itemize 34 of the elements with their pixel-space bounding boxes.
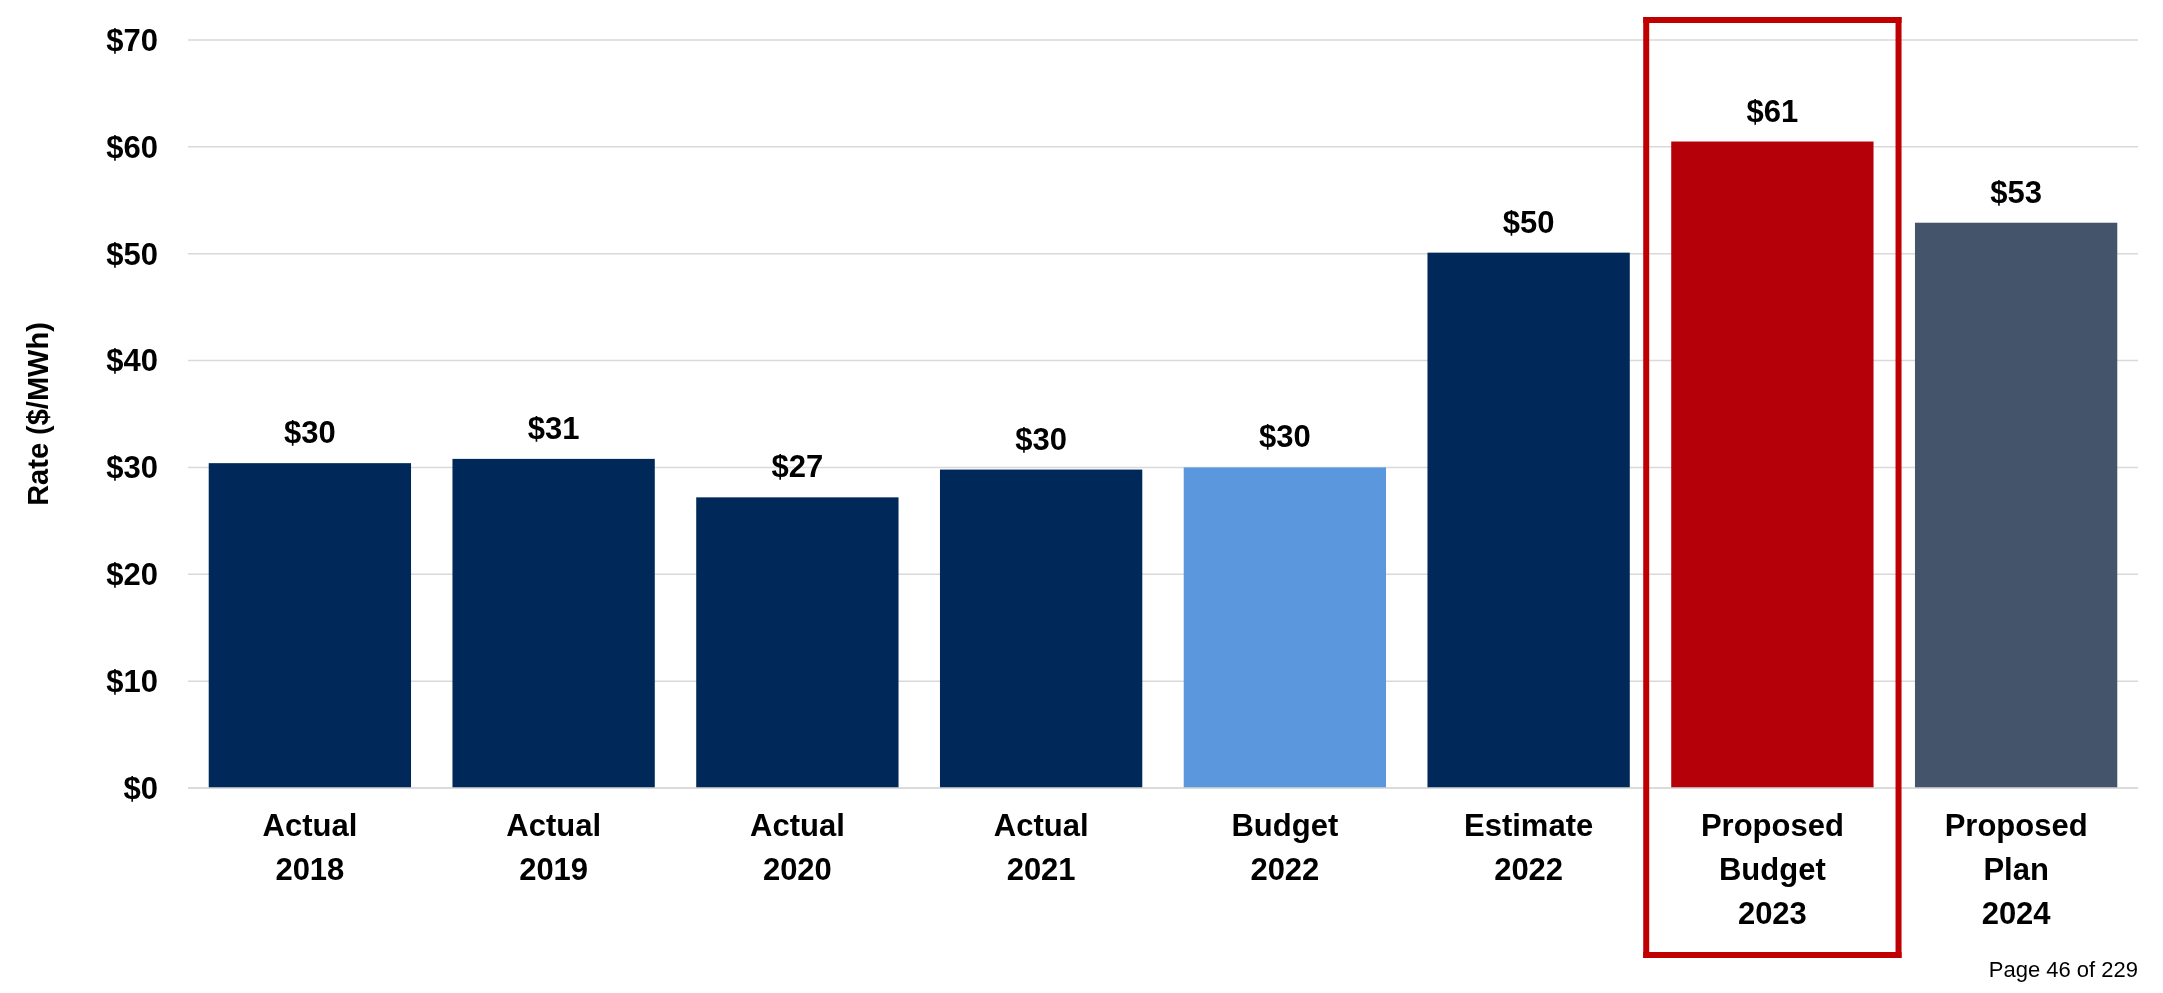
data-label: $31: [527, 410, 580, 446]
y-axis-title: Rate ($/MWh): [22, 322, 54, 506]
x-tick-label: Actual 2018: [262, 808, 358, 887]
bar: [1671, 141, 1874, 788]
bar: [1427, 252, 1630, 788]
y-tick-label: $0: [123, 770, 158, 806]
x-tick-label: Estimate 2022: [1464, 808, 1594, 887]
y-tick-label: $60: [106, 129, 158, 165]
data-label: $30: [1015, 421, 1067, 457]
y-tick-label: $20: [106, 557, 158, 593]
bar: [1183, 467, 1387, 788]
bar: [452, 458, 655, 788]
text: Page 46 of 229: [1988, 957, 2138, 982]
data-label: $27: [771, 449, 824, 485]
bar: [1914, 222, 2118, 788]
y-tick-label: $70: [106, 22, 158, 58]
y-tick-label: $50: [106, 236, 158, 272]
data-label: $30: [284, 415, 336, 451]
x-tick-label: Actual 2019: [506, 808, 601, 887]
bar: [696, 497, 899, 788]
data-label: $61: [1746, 93, 1799, 129]
data-label: $50: [1502, 204, 1555, 240]
y-tick-label: $10: [106, 663, 158, 699]
x-tick-label: Actual 2020: [750, 808, 845, 887]
y-tick-label: $40: [106, 343, 158, 379]
bar: [939, 469, 1143, 788]
y-tick-label: $30: [106, 450, 158, 486]
x-tick-label: Proposed Budget 2023: [1700, 808, 1844, 931]
x-tick-label: Proposed Plan 2024: [1944, 808, 2088, 931]
x-tick-label: Budget 2022: [1231, 808, 1339, 887]
data-label: $30: [1259, 419, 1311, 455]
data-label: $53: [1990, 174, 2042, 210]
x-tick-label: Actual 2021: [993, 808, 1089, 887]
bar: [208, 463, 412, 788]
